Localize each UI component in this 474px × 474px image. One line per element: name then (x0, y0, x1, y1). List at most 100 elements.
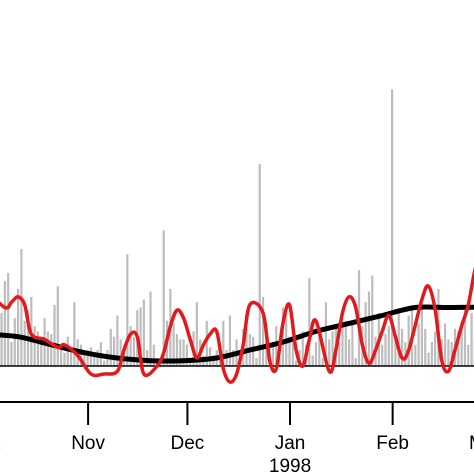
bar (288, 336, 291, 366)
bar (73, 302, 76, 366)
x-axis-ticks: Oct Nov Dec Jan Feb Mar (0, 402, 474, 454)
bar (132, 336, 136, 366)
bar (83, 352, 86, 366)
bar (414, 344, 417, 366)
x-tick-label: Feb (376, 433, 409, 454)
bar (417, 323, 420, 366)
bar (0, 312, 3, 366)
bar (93, 355, 96, 366)
bar (318, 328, 321, 366)
bar (394, 339, 397, 366)
bar (175, 334, 179, 366)
bar (371, 275, 374, 366)
bar (7, 272, 10, 366)
bar (13, 318, 16, 366)
x-tick-label: Nov (71, 433, 105, 454)
bar (63, 352, 66, 366)
bar (40, 336, 43, 366)
bar (109, 328, 112, 366)
bar (116, 315, 119, 366)
bar (338, 342, 341, 366)
bar (86, 350, 89, 366)
bar (79, 344, 83, 366)
bar (89, 347, 93, 366)
bar (295, 360, 298, 366)
x-axis-year-label: 1998 (269, 456, 311, 474)
bar (261, 296, 265, 366)
bar (321, 358, 324, 366)
bar (36, 331, 40, 366)
bar (218, 358, 222, 366)
bar (301, 331, 304, 366)
bar (331, 331, 334, 366)
bar (96, 350, 99, 366)
bar (291, 342, 294, 366)
bar (364, 302, 367, 366)
bar (470, 312, 473, 366)
bar (463, 307, 467, 366)
bar (430, 342, 433, 366)
bar (271, 342, 275, 366)
bar (427, 352, 430, 366)
bar (404, 342, 407, 366)
red-series-line (0, 266, 474, 384)
bar (50, 334, 53, 366)
bar (311, 355, 314, 366)
bar (460, 320, 463, 366)
bar (149, 291, 152, 366)
bar (112, 336, 116, 366)
x-tick-label: Dec (171, 433, 205, 454)
bar (278, 358, 281, 366)
bar (384, 334, 387, 366)
bar (53, 304, 56, 366)
bar (344, 320, 347, 366)
bar (195, 302, 198, 366)
bar (152, 344, 155, 366)
bar (281, 307, 284, 366)
bar (391, 89, 394, 367)
bar (341, 320, 344, 366)
bar (457, 331, 460, 366)
bar (46, 331, 49, 366)
bar (381, 344, 384, 366)
bar (443, 323, 447, 366)
bar (400, 328, 404, 366)
bar (129, 326, 132, 366)
x-tick-label: Jan (275, 433, 306, 454)
bar (228, 315, 232, 366)
bar (258, 163, 261, 366)
bar (119, 339, 122, 366)
bar (3, 280, 6, 366)
bar-series (0, 89, 474, 367)
bar (205, 320, 208, 366)
bar (314, 342, 318, 366)
bar (447, 339, 450, 366)
bar (450, 342, 453, 366)
bar (467, 344, 470, 366)
bar (367, 291, 371, 366)
bar (420, 304, 424, 366)
bar (424, 328, 427, 366)
bar (20, 248, 23, 366)
bar (103, 360, 106, 366)
bar (126, 254, 129, 366)
bar (17, 288, 20, 366)
bar (255, 358, 258, 366)
bar (10, 342, 13, 366)
bar (139, 307, 142, 366)
bar (351, 323, 354, 366)
bar (182, 339, 185, 366)
bar (348, 339, 351, 366)
bar (172, 323, 175, 366)
bar (354, 358, 357, 366)
bar (69, 350, 73, 366)
bar (185, 344, 189, 366)
bar (397, 310, 400, 366)
bar (33, 326, 36, 366)
x-tick-label: Mar (469, 433, 474, 454)
x-tick-label: Oct (0, 433, 1, 454)
bar (232, 350, 235, 366)
bar (222, 320, 225, 366)
bar (23, 320, 26, 366)
